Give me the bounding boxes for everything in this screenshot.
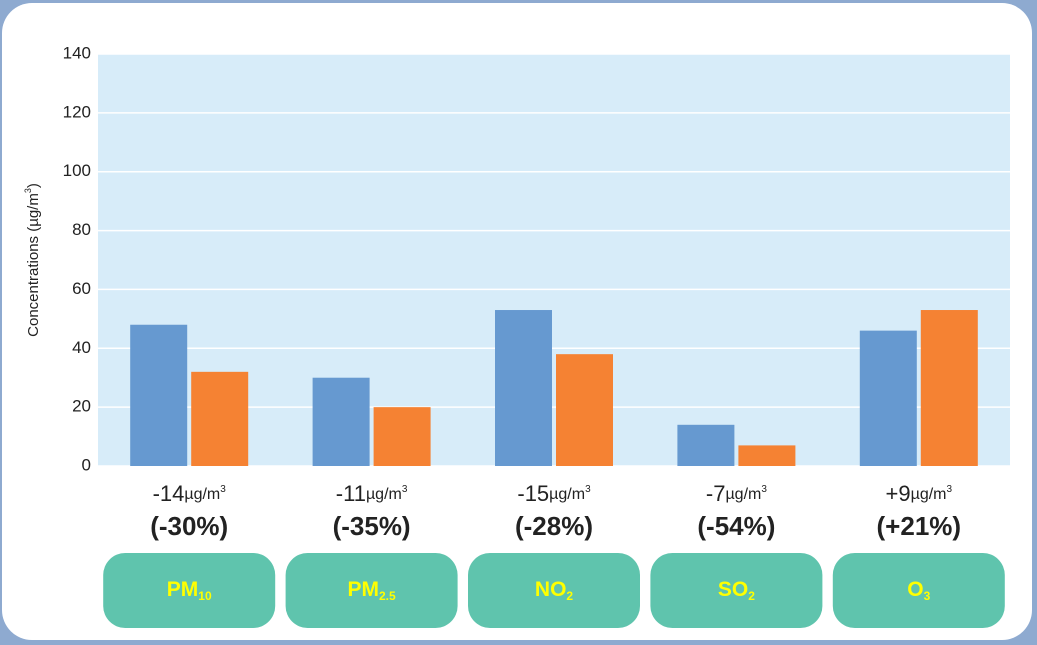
bar: [191, 371, 249, 466]
percent-label: (-28%): [515, 511, 593, 541]
category-label: PM2.5: [348, 578, 397, 604]
bar: [859, 330, 917, 466]
bar: [677, 424, 735, 466]
change-label: +9µg/m3: [886, 481, 953, 506]
category-base: SO: [718, 578, 748, 601]
y-tick-label: 140: [63, 43, 91, 62]
bar: [373, 407, 431, 466]
category-sub: 3: [924, 589, 931, 603]
category-base: PM: [167, 578, 199, 601]
y-tick-label: 60: [72, 279, 91, 298]
category-label: NO2: [535, 578, 574, 604]
category-box: [285, 553, 458, 628]
percent-label: (-30%): [150, 511, 228, 541]
change-unit: µg/m: [725, 486, 761, 503]
category-box: [650, 553, 823, 628]
percent-label: (+21%): [877, 511, 962, 541]
category-base: PM: [348, 578, 380, 601]
category-label: SO2: [718, 578, 755, 604]
change-value: -11: [336, 481, 366, 506]
y-tick-label: 100: [63, 161, 91, 180]
bar: [556, 354, 613, 466]
category-sub: 2: [748, 589, 755, 603]
y-tick-label: 80: [72, 220, 91, 239]
bar: [495, 310, 552, 466]
change-unit-exp: 3: [220, 484, 226, 495]
y-tick-label: 20: [72, 397, 91, 416]
category-base: NO: [535, 578, 567, 601]
category-sub: 10: [198, 589, 212, 603]
bar: [130, 324, 188, 466]
category-box: [103, 553, 276, 628]
change-unit: µg/m: [911, 486, 947, 503]
y-axis-label: Concentrations (µg/m3): [23, 183, 42, 337]
category-box: [468, 553, 640, 628]
change-value: -7: [706, 481, 726, 506]
category-label: PM10: [167, 578, 212, 604]
change-label: -7µg/m3: [706, 481, 767, 506]
category-base: O: [907, 578, 923, 601]
y-tick-label: 40: [72, 338, 91, 357]
change-unit: µg/m: [366, 486, 402, 503]
change-unit-exp: 3: [585, 484, 591, 495]
change-unit: µg/m: [184, 486, 220, 503]
change-unit: µg/m: [549, 486, 585, 503]
change-value: +9: [886, 481, 911, 506]
change-unit-exp: 3: [947, 484, 953, 495]
category-box: [832, 553, 1005, 628]
category-sub: 2: [566, 589, 573, 603]
category-sub: 2.5: [379, 589, 396, 603]
change-value: -14: [153, 481, 185, 506]
bar: [312, 377, 370, 466]
change-unit-exp: 3: [402, 484, 408, 495]
change-label: -14µg/m3: [153, 481, 227, 506]
bar: [738, 445, 796, 466]
y-tick-label: 120: [63, 102, 91, 121]
y-tick-label: 0: [82, 455, 91, 474]
change-label: -11µg/m3: [336, 481, 408, 506]
percent-label: (-54%): [697, 511, 775, 541]
category-label: O3: [907, 578, 930, 604]
percent-label: (-35%): [333, 511, 411, 541]
bar: [920, 310, 978, 466]
change-label: -15µg/m3: [517, 481, 591, 506]
change-value: -15: [517, 481, 549, 506]
change-unit-exp: 3: [761, 484, 767, 495]
plot-area: [98, 54, 1010, 466]
